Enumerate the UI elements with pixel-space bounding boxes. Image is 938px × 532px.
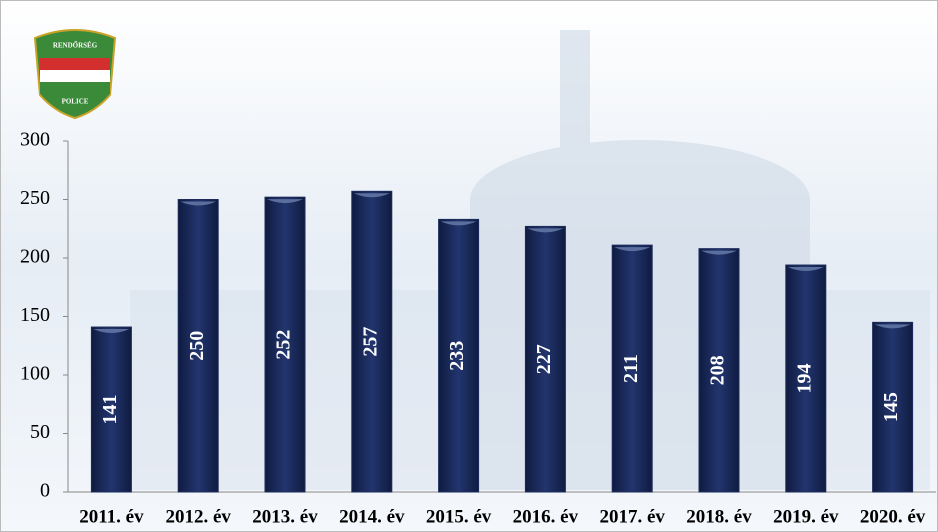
value-label: 250 [186, 331, 208, 361]
bar-cap [180, 201, 217, 206]
x-tick-label: 2012. év [165, 506, 231, 527]
bar [698, 248, 740, 493]
x-tick-label: 2019. év [773, 506, 839, 527]
bar [785, 264, 827, 493]
y-tick-label: 150 [20, 304, 50, 326]
x-tick-label: 2011. év [79, 506, 144, 527]
bar-cap [614, 247, 651, 252]
bar-cap [527, 228, 564, 233]
y-tick-label: 50 [30, 421, 50, 443]
x-tick-label: 2017. év [599, 506, 665, 527]
bar [90, 326, 132, 493]
x-tick-label: 2016. év [513, 506, 579, 527]
x-tick-label: 2013. év [252, 506, 318, 527]
value-label: 227 [533, 344, 555, 374]
y-tick-label: 250 [20, 187, 50, 209]
bar [177, 199, 219, 493]
x-tick-label: 2018. év [686, 506, 752, 527]
bar [524, 225, 566, 493]
logo-bottom: POLICE [62, 98, 89, 106]
x-tick-label: 2014. év [339, 506, 405, 527]
logo-top: RENDŐRSÉG [53, 42, 98, 50]
x-tick-label: 2015. év [426, 506, 492, 527]
x-tick-label: 2020. év [860, 506, 926, 527]
bar [351, 190, 393, 493]
value-label: 257 [359, 327, 381, 357]
bar [438, 218, 480, 493]
bar-cap [267, 199, 303, 204]
value-label: 141 [99, 395, 121, 425]
bar [264, 196, 306, 493]
y-tick-label: 200 [20, 246, 50, 268]
value-label: 194 [793, 364, 815, 394]
value-label: 145 [880, 392, 902, 422]
value-label: 252 [273, 330, 295, 360]
bar-cap [787, 267, 824, 272]
y-tick-label: 0 [40, 480, 50, 502]
bar-cap [440, 221, 477, 226]
bar-cap [701, 250, 737, 255]
value-label: 208 [707, 355, 729, 385]
bar-cap [353, 193, 390, 198]
bar-cap [874, 324, 911, 329]
bar-cap [93, 329, 130, 334]
police-logo: RENDŐRSÉG POLICE [33, 29, 117, 120]
bar [872, 321, 914, 493]
bar [611, 244, 653, 493]
y-tick-label: 100 [20, 363, 50, 385]
value-label: 233 [446, 341, 468, 371]
value-label: 211 [620, 354, 642, 383]
y-tick-label: 300 [20, 129, 50, 151]
